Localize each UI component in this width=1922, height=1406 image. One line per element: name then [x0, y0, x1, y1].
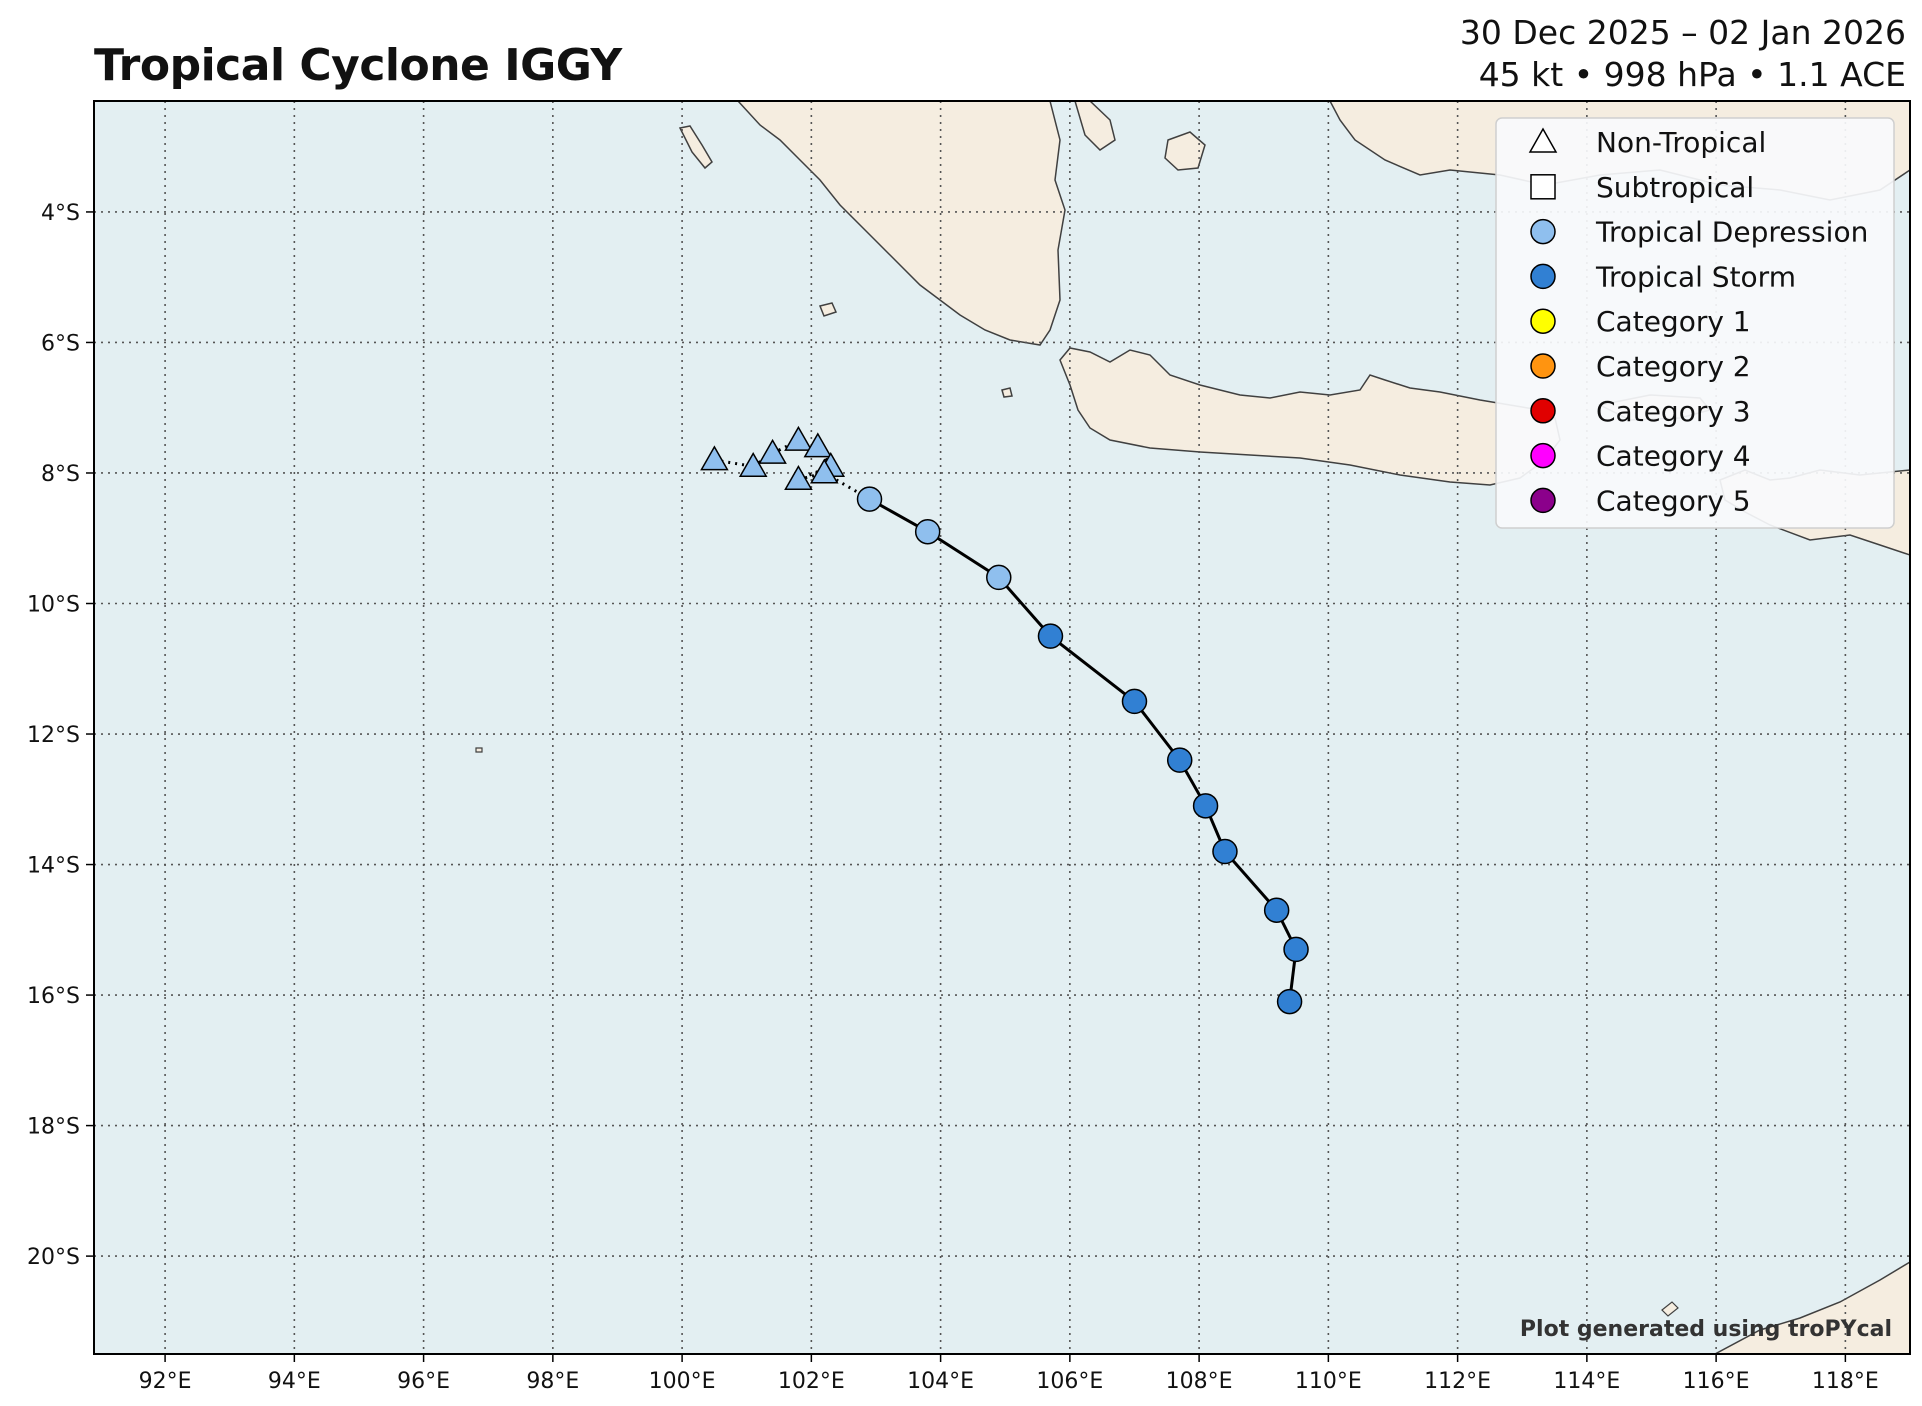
map-title: Tropical Cyclone IGGY: [94, 40, 622, 91]
legend-marker-circle: [1530, 353, 1556, 379]
lon-tick-label: 98°E: [526, 1369, 579, 1394]
lon-tick-label: 96°E: [397, 1369, 450, 1394]
legend-label: Category 3: [1596, 395, 1751, 428]
lon-tick-label: 112°E: [1424, 1369, 1491, 1394]
lon-tick-label: 118°E: [1812, 1369, 1879, 1394]
lon-tick-label: 100°E: [649, 1369, 716, 1394]
date-range: 30 Dec 2025 – 02 Jan 2026: [1459, 13, 1906, 52]
track-point-tropical-storm: [1192, 793, 1219, 819]
mentawai-islands: [678, 125, 713, 170]
legend: Non-Tropical Subtropical Tropical Depressi…: [1495, 117, 1895, 529]
legend-marker-triangle: [1528, 127, 1558, 153]
track-point-tropical-storm: [1276, 988, 1303, 1015]
legend-label: Tropical Depression: [1595, 216, 1868, 249]
christmas-island: [1001, 387, 1013, 398]
track-point-tropical-storm: [1283, 936, 1309, 963]
track-point-tropical-depression: [914, 518, 941, 545]
enggano-island: [818, 302, 838, 317]
lat-tick-label: 4°S: [41, 201, 80, 226]
track-point-tropical-storm: [1037, 623, 1064, 649]
track-point-tropical-depression: [986, 564, 1012, 591]
legend-marker-circle: [1530, 487, 1556, 514]
lon-tick-label: 110°E: [1295, 1369, 1362, 1394]
track-segment: [997, 576, 1052, 638]
longitude-labels: 92°E 94°E 96°E 98°E 100°E 102°E 104°E 106°E 108°…: [139, 1354, 1879, 1394]
scott-reef: [1661, 1301, 1679, 1317]
lat-tick-label: 18°S: [27, 1115, 80, 1140]
lat-tick-label: 10°S: [27, 593, 80, 618]
track-point-non-tropical: [784, 425, 813, 451]
legend-label: Category 4: [1596, 440, 1751, 473]
legend-marker-circle: [1530, 398, 1556, 424]
legend-label: Tropical Storm: [1595, 260, 1796, 293]
lon-tick-label: 114°E: [1553, 1369, 1620, 1394]
map-frame: [93, 100, 1911, 1355]
sumatra-landmass: [736, 101, 1066, 346]
storm-summary: 30 Dec 2025 – 02 Jan 2026 45 kt • 998 hP…: [1460, 12, 1906, 96]
legend-marker-square: [1530, 174, 1556, 200]
legend-box: [1495, 117, 1895, 529]
latitude-labels: 4°S 6°S 8°S 10°S 12°S 14°S 16°S 18°S 20°S: [27, 201, 94, 1270]
graticule: [94, 101, 1910, 1354]
lat-tick-label: 20°S: [27, 1245, 80, 1270]
lat-tick-label: 12°S: [27, 723, 80, 748]
legend-marker-circle: [1530, 308, 1556, 334]
credit-text: Plot generated using troPYcal: [1520, 1317, 1892, 1342]
lat-tick-label: 6°S: [41, 331, 80, 356]
track-point-tropical-depression: [856, 486, 883, 512]
lon-tick-label: 102°E: [778, 1369, 845, 1394]
track-point-tropical-storm: [1263, 897, 1290, 923]
track-segment: [1049, 634, 1136, 703]
track-point-non-tropical: [700, 445, 729, 471]
legend-label: Category 5: [1596, 484, 1751, 517]
lat-tick-label: 16°S: [27, 984, 80, 1009]
legend-marker-circle: [1530, 218, 1556, 245]
cocos-islands: [475, 747, 483, 753]
legend-label: Non-Tropical: [1596, 126, 1766, 159]
legend-label: Subtropical: [1596, 171, 1754, 204]
lon-tick-label: 104°E: [907, 1369, 974, 1394]
lon-tick-label: 94°E: [268, 1369, 321, 1394]
bangka-island: [1074, 101, 1116, 151]
track-point-non-tropical: [784, 464, 813, 491]
lat-tick-label: 8°S: [41, 462, 80, 487]
lat-tick-label: 14°S: [27, 854, 80, 879]
track-point-non-tropical: [803, 432, 833, 458]
track-point-tropical-storm: [1121, 688, 1148, 715]
legend-label: Category 2: [1596, 350, 1751, 383]
track-point-non-tropical: [809, 458, 839, 484]
legend-label: Category 1: [1596, 305, 1751, 338]
track-segment: [926, 530, 1000, 579]
belitung-island: [1164, 131, 1206, 171]
track-point-tropical-storm: [1166, 747, 1193, 773]
track-point-non-tropical: [758, 438, 787, 464]
lon-tick-label: 116°E: [1683, 1369, 1750, 1394]
storm-track-points: [700, 425, 1309, 1015]
legend-marker-circle: [1530, 263, 1556, 290]
legend-marker-circle: [1530, 442, 1556, 469]
track-segment: [771, 439, 800, 455]
lon-tick-label: 106°E: [1036, 1369, 1103, 1394]
track-segment: [1223, 850, 1278, 912]
track-point-non-tropical: [738, 451, 768, 477]
lon-tick-label: 92°E: [139, 1369, 192, 1394]
lon-tick-label: 108°E: [1166, 1369, 1233, 1394]
track-point-tropical-storm: [1212, 838, 1238, 865]
intensity-stats: 45 kt • 998 hPa • 1.1 ACE: [1478, 55, 1906, 94]
australia-landmass: [1714, 1261, 1910, 1354]
